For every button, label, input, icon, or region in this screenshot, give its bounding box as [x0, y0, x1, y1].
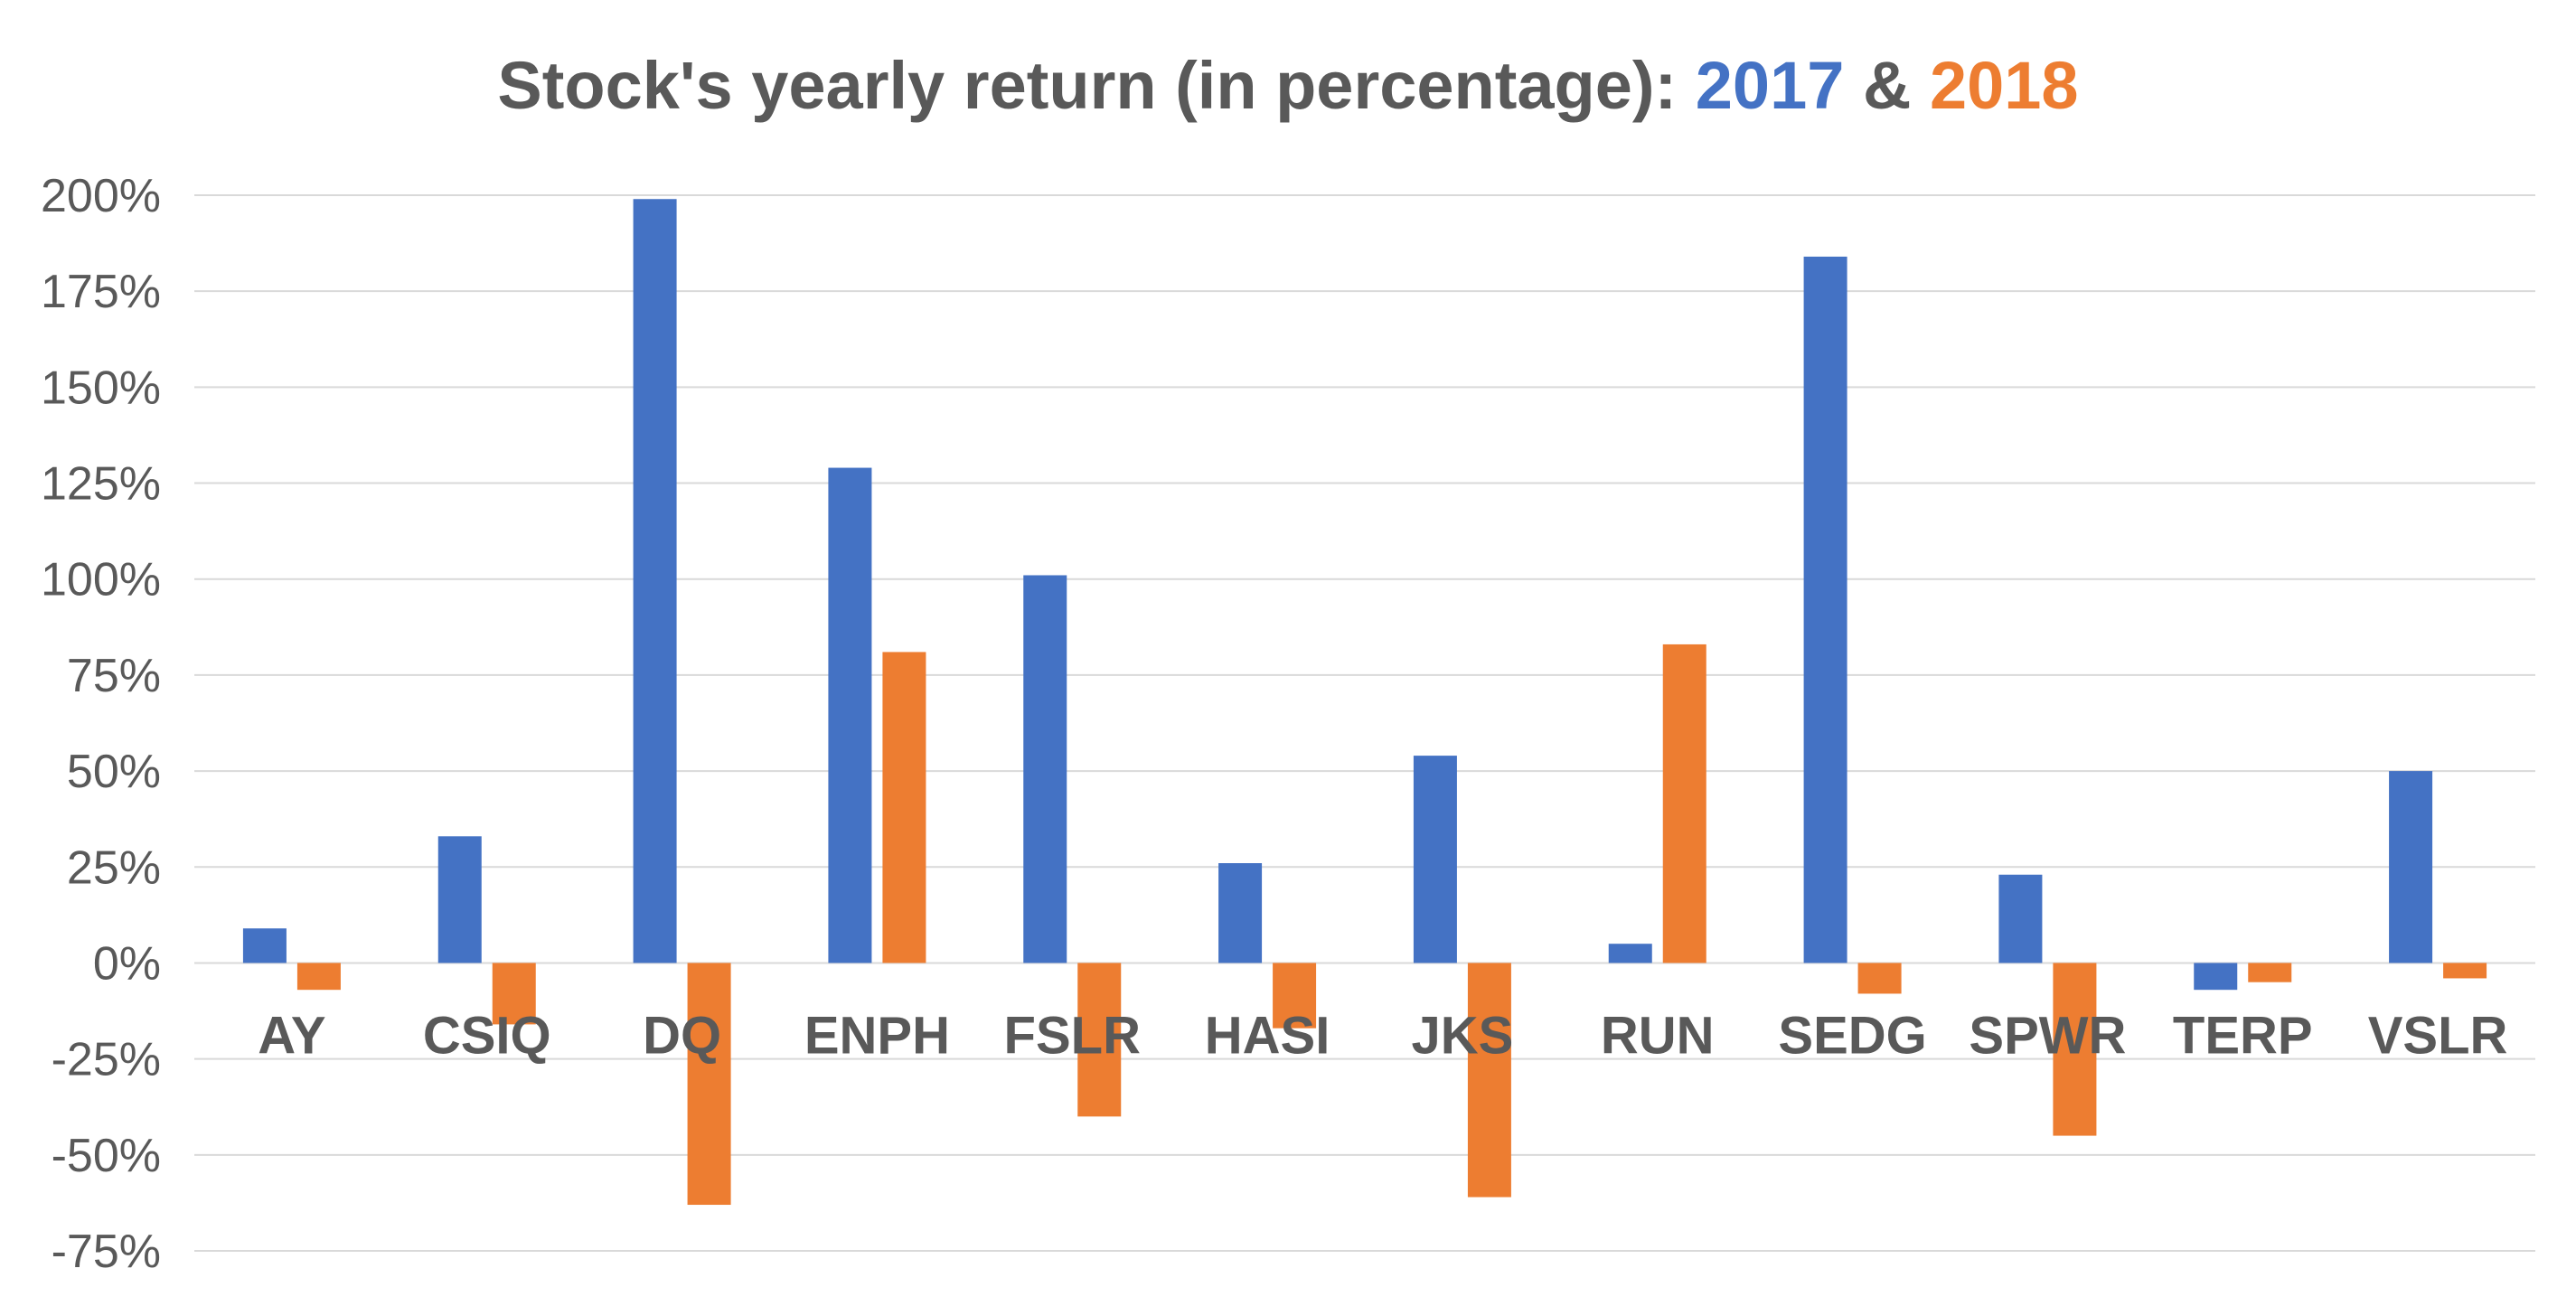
category-label: HASI [1205, 1006, 1330, 1065]
category-label: CSIQ [423, 1006, 551, 1065]
y-axis-ticks: 200% 175% 150% 125% 100% 75% 50% 25% 0% -25% -50% -… [41, 170, 161, 1278]
bar-2018-vslr [2443, 963, 2487, 979]
bar-2017-terp [2194, 963, 2238, 991]
category-label: RUN [1601, 1006, 1715, 1065]
chart-title-2017: 2017 [1696, 48, 1845, 123]
chart-title-2018: 2018 [1930, 48, 2079, 123]
bar-2017-vslr [2389, 771, 2433, 963]
category-label: FSLR [1004, 1006, 1141, 1065]
bar-2017-dq [633, 199, 677, 963]
y-tick-label: -50% [52, 1130, 161, 1182]
x-axis-categories: AY CSIQ DQ ENPH FSLR HASI JKS RUN SEDG SPWR TERP VS… [258, 1006, 2507, 1065]
category-label: JKS [1412, 1006, 1514, 1065]
bar-2017-run [1608, 944, 1652, 963]
category-label: SPWR [1969, 1006, 2126, 1065]
y-tick-label: 175% [41, 266, 161, 318]
chart-title: Stock's yearly return (in percentage): 2… [497, 48, 2078, 123]
bar-2017-spwr [1998, 874, 2043, 963]
category-label: TERP [2173, 1006, 2313, 1065]
category-label: SEDG [1778, 1006, 1926, 1065]
chart-title-prefix: Stock's yearly return (in percentage): [497, 48, 1695, 123]
bar-2018-ay [296, 963, 341, 991]
y-tick-label: 0% [93, 937, 161, 990]
bars [242, 199, 2487, 1206]
category-label: VSLR [2368, 1006, 2508, 1065]
bar-2017-jks [1413, 756, 1457, 963]
chart-title-connector: & [1844, 48, 1930, 123]
bar-2018-spwr [2053, 963, 2097, 1136]
bar-2018-jks [1467, 963, 1511, 1198]
bar-2018-dq [687, 963, 731, 1206]
bar-2017-sedg [1803, 256, 1847, 963]
bar-2017-fslr [1023, 575, 1067, 963]
y-tick-label: 100% [41, 554, 161, 606]
y-tick-label: 125% [41, 458, 161, 511]
category-label: AY [258, 1006, 325, 1065]
bar-2018-terp [2248, 963, 2292, 982]
y-tick-label: 25% [67, 841, 161, 894]
category-label: ENPH [804, 1006, 950, 1065]
y-tick-label: 50% [67, 746, 161, 798]
bar-2017-hasi [1218, 863, 1263, 963]
y-tick-label: -25% [52, 1034, 161, 1086]
bar-2018-fslr [1077, 963, 1122, 1117]
gridlines [194, 194, 2535, 1252]
y-tick-label: -75% [52, 1226, 161, 1278]
bar-2018-hasi [1273, 963, 1317, 1029]
bar-2017-csiq [437, 836, 482, 963]
bar-2018-csiq [492, 963, 536, 1025]
y-tick-label: 75% [67, 650, 161, 702]
bar-2018-enph [882, 652, 926, 963]
bar-2017-ay [242, 928, 287, 963]
bar-2018-run [1662, 644, 1706, 963]
y-tick-label: 200% [41, 170, 161, 222]
category-label: DQ [643, 1006, 721, 1065]
bar-2017-enph [828, 467, 872, 963]
bar-2018-sedg [1857, 963, 1902, 994]
y-tick-label: 150% [41, 362, 161, 414]
